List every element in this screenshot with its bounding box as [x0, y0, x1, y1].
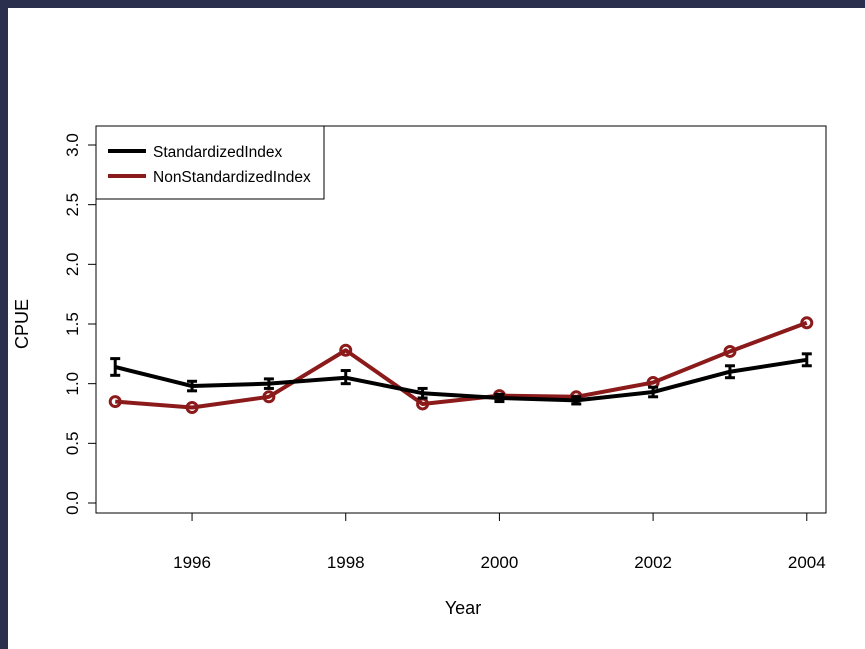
series-line-nonstandardized [115, 320, 808, 410]
nonstandardized-point [262, 390, 276, 404]
y-tick-label: 2.0 [63, 253, 82, 277]
cpue-line-chart: 0.0 0.5 1.0 1.5 2.0 2.5 3.0 1996 1998 2000 2002 20… [12, 125, 827, 618]
y-tick-label: 3.0 [63, 133, 82, 157]
series-line-standardized [114, 357, 808, 403]
y-tick-label: 0.0 [63, 491, 82, 515]
legend-box [95, 125, 325, 200]
series-layer [108, 316, 814, 415]
nonstandardized-point [185, 401, 199, 415]
nonstandardized-point [339, 343, 353, 357]
legend-label-standardized: StandardizedIndex [153, 144, 283, 161]
y-axis-title: CPUE [12, 299, 32, 349]
x-tick-label: 2004 [788, 553, 826, 572]
y-tick-label: 1.0 [63, 372, 82, 396]
nonstandardized-point [800, 316, 814, 330]
legend: StandardizedIndex NonStandardizedIndex [95, 125, 325, 200]
x-axis-title: Year [445, 598, 481, 618]
x-tick-label: 2000 [481, 553, 519, 572]
x-tick-label: 2002 [634, 553, 672, 572]
legend-label-nonstandardized: NonStandardizedIndex [153, 169, 311, 186]
x-tick-label: 1998 [327, 553, 365, 572]
plot-frame: 0.0 0.5 1.0 1.5 2.0 2.5 3.0 1996 1998 2000 2002 20… [8, 8, 865, 649]
nonstandardized-point [723, 344, 737, 358]
y-tick-label: 0.5 [63, 432, 82, 456]
y-axis: 0.0 0.5 1.0 1.5 2.0 2.5 3.0 [63, 133, 97, 515]
nonstandardized-point [108, 395, 122, 409]
y-tick-label: 2.5 [63, 193, 82, 217]
x-axis: 1996 1998 2000 2002 2004 [173, 512, 826, 572]
y-tick-label: 1.5 [63, 312, 82, 336]
x-tick-label: 1996 [173, 553, 211, 572]
